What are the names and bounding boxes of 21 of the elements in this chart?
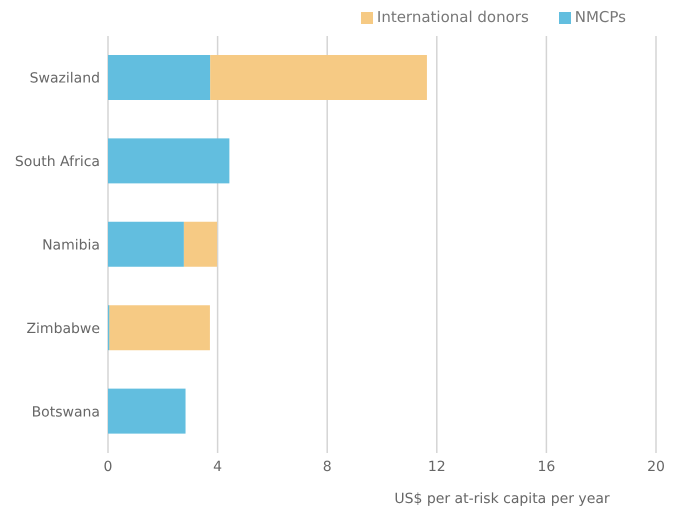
bar	[108, 388, 186, 434]
x-tick-label: 0	[104, 458, 112, 475]
bar	[108, 138, 230, 184]
y-tick-label: South Africa	[14, 154, 100, 170]
y-tick-label: Zimbabwe	[26, 320, 100, 337]
x-tick-label: 4	[213, 458, 222, 475]
x-tick-label: 12	[428, 458, 446, 475]
x-tick-label: 20	[647, 458, 665, 475]
y-tick-label: Botswana	[32, 404, 100, 420]
bar	[210, 55, 427, 100]
y-tick-label: Swaziland	[30, 70, 100, 87]
x-tick-label: 8	[322, 458, 332, 475]
bar	[108, 222, 184, 267]
y-tick-label: Namibia	[42, 237, 100, 254]
x-axis-title: US$ per at-risk capita per year	[394, 491, 610, 507]
bar	[109, 305, 210, 350]
bar	[184, 222, 218, 267]
x-tick-label: 16	[537, 458, 556, 475]
bar	[108, 55, 210, 100]
legend-label: NMCPs	[574, 8, 626, 26]
legend-label: International donors	[376, 8, 529, 26]
